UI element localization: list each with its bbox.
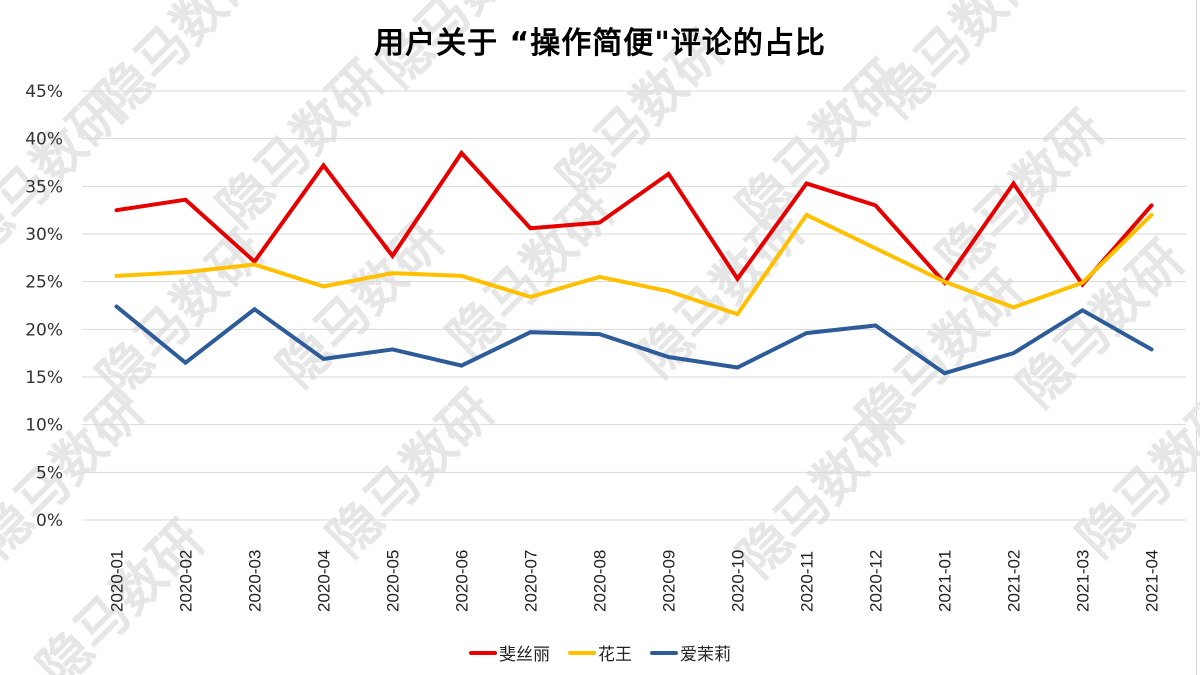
y-tick-label: 5% [36, 463, 63, 483]
y-tick-label: 45% [25, 82, 63, 102]
x-tick-label: 2020-11 [798, 551, 817, 612]
watermark-text: 隐马数研 [0, 80, 136, 270]
y-tick-label: 30% [25, 225, 63, 245]
y-tick-label: 40% [25, 130, 63, 150]
y-tick-label: 0% [36, 511, 63, 531]
chart-title: 用户关于 “操作简便"评论的占比 [374, 26, 826, 61]
series-line[interactable] [114, 149, 1154, 288]
watermark-text: 隐马数研 [317, 380, 507, 570]
x-tick-label: 2021-03 [1074, 550, 1093, 612]
watermark-text: 隐马数研 [1067, 380, 1200, 570]
watermark-text: 隐马数研 [727, 400, 917, 590]
legend-swatch-icon [568, 650, 596, 655]
watermark-text: 隐马数研 [1007, 230, 1197, 420]
x-tick-label: 2020-07 [522, 550, 541, 612]
x-tick-label: 2020-10 [729, 550, 748, 612]
watermark-text: 隐马数研 [0, 380, 156, 570]
series-line[interactable] [114, 304, 1154, 376]
y-axis: 0% 5% 10% 15% 20% 25% 30% 35% 40% 45% [25, 82, 63, 531]
x-tick-label: 2020-05 [384, 550, 403, 612]
y-tick-label: 15% [25, 368, 63, 388]
y-tick-label: 10% [25, 416, 63, 436]
watermark-text: 隐马数研 [207, 50, 397, 240]
legend-item-huawang[interactable]: 花王 [568, 640, 632, 665]
watermark-text: 隐马数研 [627, 200, 817, 390]
y-tick-label: 25% [25, 273, 63, 293]
legend: 斐丝丽 花王 爱茉莉 [0, 640, 1200, 665]
y-tick-label: 35% [25, 177, 63, 197]
x-tick-label: 2020-12 [867, 550, 886, 612]
x-axis: 2020-01 2020-02 2020-03 2020-04 2020-05 2020-… [108, 550, 1162, 612]
series-line[interactable] [114, 212, 1154, 317]
gridlines [82, 90, 1186, 521]
legend-swatch-icon [650, 650, 678, 655]
x-tick-label: 2020-03 [246, 550, 265, 612]
x-tick-label: 2021-01 [936, 550, 955, 612]
y-tick-label: 20% [25, 320, 63, 340]
x-tick-label: 2020-06 [453, 550, 472, 612]
watermark-text: 隐马数研 [437, 180, 627, 370]
x-tick-label: 2020-04 [315, 550, 334, 612]
x-tick-label: 2021-02 [1005, 550, 1024, 612]
legend-swatch-icon [469, 650, 497, 655]
x-tick-label: 2020-08 [591, 550, 610, 612]
x-tick-label: 2020-01 [108, 550, 127, 612]
series-lines [114, 149, 1154, 376]
legend-item-feisili[interactable]: 斐丝丽 [469, 640, 550, 665]
x-tick-label: 2020-09 [660, 550, 679, 612]
x-tick-label: 2020-02 [177, 550, 196, 612]
legend-label: 爱茉莉 [680, 645, 731, 665]
legend-item-aimoli[interactable]: 爱茉莉 [650, 640, 731, 665]
legend-label: 斐丝丽 [499, 645, 550, 665]
legend-label: 花王 [598, 645, 632, 665]
watermark-text: 隐马数研 [267, 210, 457, 400]
x-tick-label: 2021-04 [1143, 550, 1162, 612]
